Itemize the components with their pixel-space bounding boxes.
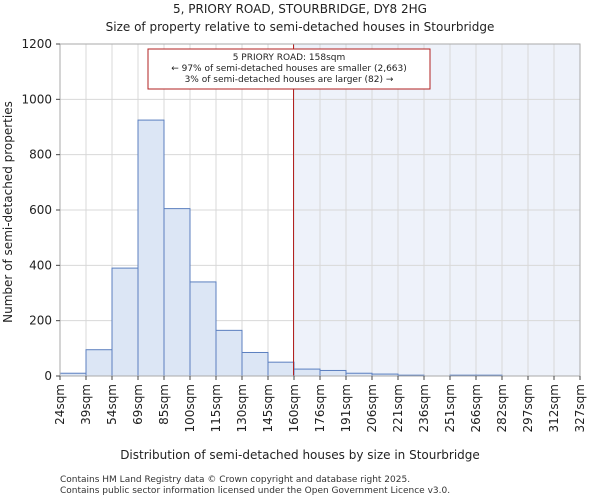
y-tick-label: 200 <box>29 314 52 328</box>
y-axis-ticks: 0 200 400 600 800 1000 1200 <box>21 37 60 383</box>
x-tick-label: 85sqm <box>157 384 171 425</box>
footer-line-2: Contains public sector information licen… <box>60 486 450 496</box>
y-tick-label: 400 <box>29 258 52 272</box>
x-tick-label: 206sqm <box>365 384 379 432</box>
chart-subtitle: Size of property relative to semi-detach… <box>106 20 495 34</box>
y-tick-label: 800 <box>29 148 52 162</box>
x-tick-label: 39sqm <box>79 384 93 425</box>
y-tick-label: 1200 <box>21 37 52 51</box>
bar <box>137 119 165 377</box>
annotation-line-2: ← 97% of semi-detached houses are smalle… <box>171 64 407 74</box>
x-tick-label: 236sqm <box>417 384 431 432</box>
x-axis-label: Distribution of semi-detached houses by … <box>120 448 480 462</box>
y-axis-label: Number of semi-detached properties <box>1 101 15 323</box>
annotation-line-3: 3% of semi-detached houses are larger (8… <box>185 75 394 85</box>
chart-title: 5, PRIORY ROAD, STOURBRIDGE, DY8 2HG <box>173 2 427 16</box>
x-tick-label: 176sqm <box>313 384 327 432</box>
x-tick-label: 69sqm <box>131 384 145 425</box>
y-tick-label: 0 <box>44 369 52 383</box>
x-tick-label: 160sqm <box>287 384 301 432</box>
x-tick-label: 54sqm <box>105 384 119 425</box>
x-tick-label: 312sqm <box>547 384 561 432</box>
bar <box>293 368 321 377</box>
bar <box>319 369 347 377</box>
x-axis-ticks: 24sqm 39sqm 54sqm 69sqm 85sqm 100sqm 115sqm 130… <box>53 376 587 432</box>
x-tick-label: 191sqm <box>339 384 353 432</box>
x-tick-label: 282sqm <box>495 384 509 432</box>
x-tick-label: 24sqm <box>53 384 67 425</box>
x-tick-label: 221sqm <box>391 384 405 432</box>
bars <box>59 119 503 377</box>
x-tick-label: 297sqm <box>521 384 535 432</box>
x-tick-label: 327sqm <box>573 384 587 432</box>
bar <box>189 281 217 377</box>
x-tick-label: 100sqm <box>183 384 197 432</box>
x-tick-label: 145sqm <box>261 384 275 432</box>
bar <box>215 329 243 377</box>
bar <box>241 351 269 377</box>
x-tick-label: 266sqm <box>469 384 483 432</box>
bar <box>85 349 113 377</box>
bar <box>111 267 139 377</box>
annotation-box: 5 PRIORY ROAD: 158sqm ← 97% of semi-deta… <box>147 48 431 90</box>
y-tick-label: 600 <box>29 203 52 217</box>
x-tick-label: 251sqm <box>443 384 457 432</box>
bar <box>267 361 295 377</box>
y-tick-label: 1000 <box>21 92 52 106</box>
footer-line-1: Contains HM Land Registry data © Crown c… <box>60 475 410 485</box>
x-tick-label: 115sqm <box>209 384 223 432</box>
bar <box>163 208 191 377</box>
x-tick-label: 130sqm <box>235 384 249 432</box>
annotation-line-1: 5 PRIORY ROAD: 158sqm <box>233 53 346 63</box>
